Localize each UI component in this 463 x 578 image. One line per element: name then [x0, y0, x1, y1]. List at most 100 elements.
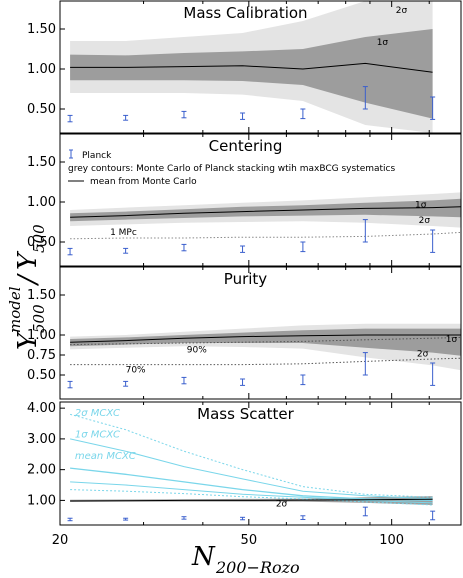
planck-point: [362, 219, 368, 243]
y-axis-label-sub: 500: [30, 304, 48, 333]
y-tick-label: 1.00: [27, 328, 56, 343]
planck-point: [362, 506, 368, 517]
mean-line: [70, 498, 433, 502]
x-axis-label: N: [191, 542, 216, 572]
planck-point: [300, 515, 306, 520]
panel-title: Mass Calibration: [183, 4, 307, 22]
legend-mean: mean from Monte Carlo: [90, 177, 197, 187]
y-axis-label-y: Y: [13, 330, 43, 350]
planck-point: [123, 517, 129, 521]
mean-line: [70, 334, 461, 343]
dotted-1mpc: [70, 231, 461, 240]
y-tick-label: 0.50: [27, 235, 56, 250]
y-tick-label: 1.50: [27, 288, 56, 303]
mcxc-1sigma-upper: [69, 438, 433, 500]
annotation: 1σ MCXC: [75, 429, 120, 440]
planck-point: [67, 247, 73, 256]
mean-line: [70, 62, 433, 73]
planck-point: [240, 112, 246, 120]
panel-title: Centering: [209, 137, 283, 155]
planck-point: [300, 108, 306, 120]
planck-point: [181, 243, 187, 252]
y-axis-label-sup: model: [6, 286, 24, 333]
y-tick-label: 0.50: [27, 368, 56, 383]
annotation: 2σ: [276, 500, 288, 510]
y-tick-label: 0.75: [27, 348, 56, 363]
y-axis-label: Y 500 model / Y 500: [6, 224, 48, 350]
y-axis-label-denom-sub: 500: [30, 224, 48, 253]
x-tick-label: 50: [241, 533, 258, 548]
dotted-90: [70, 336, 461, 346]
annotation: 2σ: [396, 6, 408, 16]
planck-point: [300, 241, 306, 253]
x-tick-label: 100: [379, 533, 404, 548]
annotation: 70%: [126, 366, 146, 376]
band-1sigma: [70, 198, 461, 222]
planck-point: [430, 362, 436, 386]
planck-point: [362, 86, 368, 110]
annotation: 2σ: [417, 350, 429, 360]
annotation: mean MCXC: [75, 451, 136, 462]
planck-point: [123, 247, 129, 254]
panel-frame: [59, 133, 462, 267]
annotation: 2σ MCXC: [75, 408, 120, 419]
y-axis-label-denom: Y: [13, 250, 43, 270]
y-tick-label: 1.00: [27, 493, 56, 508]
legend-planck: Planck: [82, 151, 112, 161]
dotted-70: [70, 357, 461, 366]
planck-point: [123, 114, 129, 121]
y-tick-label: 3.00: [27, 432, 56, 447]
annotation: 1σ: [377, 38, 389, 48]
planck-point: [123, 380, 129, 387]
planck-point: [67, 114, 73, 123]
mcxc-1sigma-lower: [70, 481, 433, 504]
band-1sigma: [70, 29, 433, 119]
planck-point: [181, 516, 187, 520]
y-tick-label: 1.50: [27, 22, 56, 37]
panel-mass-calibration: 2σ 1σ 0.50 1.00 1.50 Mass Calibration: [27, 0, 462, 134]
panel-title: Purity: [224, 270, 268, 288]
planck-point: [240, 378, 246, 386]
annotation: 1σ: [415, 201, 427, 211]
planck-point: [430, 229, 436, 253]
panel-frame: [59, 401, 462, 526]
y-tick-label: 2.00: [27, 463, 56, 478]
y-axis-label-slash: /: [13, 273, 43, 287]
legend: Planck grey contours: Monte Carlo of Plan…: [68, 149, 395, 187]
planck-point: [181, 110, 187, 119]
panel-mass-scatter: 2σ MCXC 1σ MCXC mean MCXC 2σ 1.00 2.00 3.00 4.0…: [27, 401, 462, 526]
y-tick-label: 1.50: [27, 155, 56, 170]
annotation: 90%: [187, 346, 207, 356]
planck-point: [240, 516, 246, 521]
legend-contours: grey contours: Monte Carlo of Planck sta…: [68, 164, 395, 174]
plot-area: 2σ 1σ: [67, 1, 436, 133]
annotation: 1σ: [446, 335, 458, 345]
y-tick-label: 1.00: [27, 195, 56, 210]
planck-point: [67, 517, 73, 522]
panel-centering: 1 MPc 1σ 2σ 0.50 1.00 1.50 Centering Planck grey…: [27, 133, 462, 267]
plot-area: 2σ MCXC 1σ MCXC mean MCXC 2σ: [67, 408, 436, 522]
y-tick-label: 4.00: [27, 401, 56, 416]
panel-purity: 90% 70% 1σ 2σ 0.50 0.75 1.00 1.50 Purity: [27, 266, 462, 400]
x-axis-label-subscript: 200−Rozo: [215, 558, 300, 577]
planck-point: [300, 374, 306, 386]
planck-point: [67, 380, 73, 389]
annotation: 1 MPc: [110, 228, 137, 238]
panel-title: Mass Scatter: [197, 405, 294, 423]
plot-area: 1 MPc 1σ 2σ: [67, 192, 461, 256]
planck-point: [430, 510, 436, 521]
mean-line: [70, 206, 461, 218]
x-tick-label: 20: [52, 533, 69, 548]
plot-area: 90% 70% 1σ 2σ: [67, 323, 461, 389]
mcxc-2sigma-lower: [70, 489, 433, 506]
mcxc-mean-line: [70, 467, 433, 502]
annotation: 2σ: [419, 216, 431, 226]
mcxc-2sigma-upper: [69, 413, 433, 498]
planck-point: [181, 376, 187, 385]
panel-frame: [59, 266, 462, 400]
y-tick-label: 1.00: [27, 62, 56, 77]
planck-point: [240, 245, 246, 253]
x-tick-labels: 20 50 100: [52, 533, 404, 548]
